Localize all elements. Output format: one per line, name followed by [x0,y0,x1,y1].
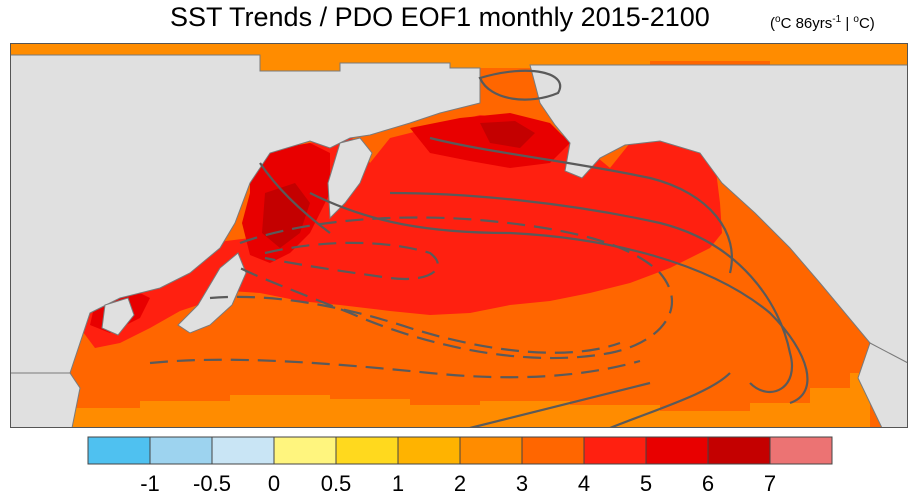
sst-trend-map [10,43,908,428]
contour-dashed-1 [239,216,673,360]
units-open: ( [770,15,775,32]
ocean-level-2-3-south [70,373,870,428]
contour-solid-2 [429,136,733,274]
ocean-level-2-3-arctic [10,43,908,73]
units-separator: | [841,15,854,32]
units-exponent: -1 [832,14,842,25]
colorbar-tick-label: 4 [578,471,590,496]
ocean-level-4-5 [80,115,722,348]
units-label: (oC 86yrs-1 | oC) [770,14,875,32]
units-c1: C 86yrs [780,15,833,32]
contour-solid-4 [309,192,809,405]
colorbar-swatch [521,436,585,465]
colorbar-swatch [87,436,151,465]
colorbar-swatch [459,436,523,465]
colorbar-tick-label: 0 [268,471,280,496]
colorbar-tick-label: 7 [764,471,776,496]
land-north-america-west [857,342,908,428]
colorbar-swatch [397,436,461,465]
units-degree-1: o [775,14,781,25]
figure-title: SST Trends / PDO EOF1 monthly 2015-2100 [170,2,710,32]
contour-solid-7 [469,381,651,428]
land-kamchatka [327,137,373,220]
colorbar-tick-label: 5 [640,471,652,496]
units-degree-2: o [853,14,859,25]
colorbar-labels: -1 -0.5 0 0.5 1 2 3 4 5 6 7 [140,471,776,496]
colorbar-swatch [211,436,275,465]
contour-dashed-2 [264,241,439,281]
colorbar-tick-label: 6 [702,471,714,496]
colorbar-tick-label: 0.5 [321,471,352,496]
contour-solid-5 [259,162,331,234]
colorbar-swatch [583,436,647,465]
colorbar-tick-label: -1 [140,471,160,496]
colorbar-swatch [769,436,833,465]
land-korea [101,297,135,336]
colorbar-tick-label: -0.5 [193,471,231,496]
colorbar-tick-label: 3 [516,471,528,496]
ocean-level-6-7-okhotsk [262,183,310,248]
colorbar-swatch [149,436,213,465]
contour-solid-6 [609,372,731,428]
colorbar-swatch [335,436,399,465]
land-asia-south [10,372,81,428]
contour-dashed-3 [209,295,621,354]
map-frame [10,43,908,428]
colorbar-tick-label: 1 [392,471,404,496]
colorbar-swatch [273,436,337,465]
colorbar-swatch [707,436,771,465]
contour-solid-3 [389,191,793,394]
land-siberia [10,54,481,374]
colorbar-swatches [87,436,833,465]
colorbar-tick-label: 2 [454,471,466,496]
colorbar-swatch [645,436,709,465]
contour-solid-1 [478,69,562,101]
units-c2: C) [858,15,875,32]
land-japan [177,252,247,334]
contour-dashed-4 [149,358,641,379]
ocean-level-6-7-bering [480,121,535,148]
